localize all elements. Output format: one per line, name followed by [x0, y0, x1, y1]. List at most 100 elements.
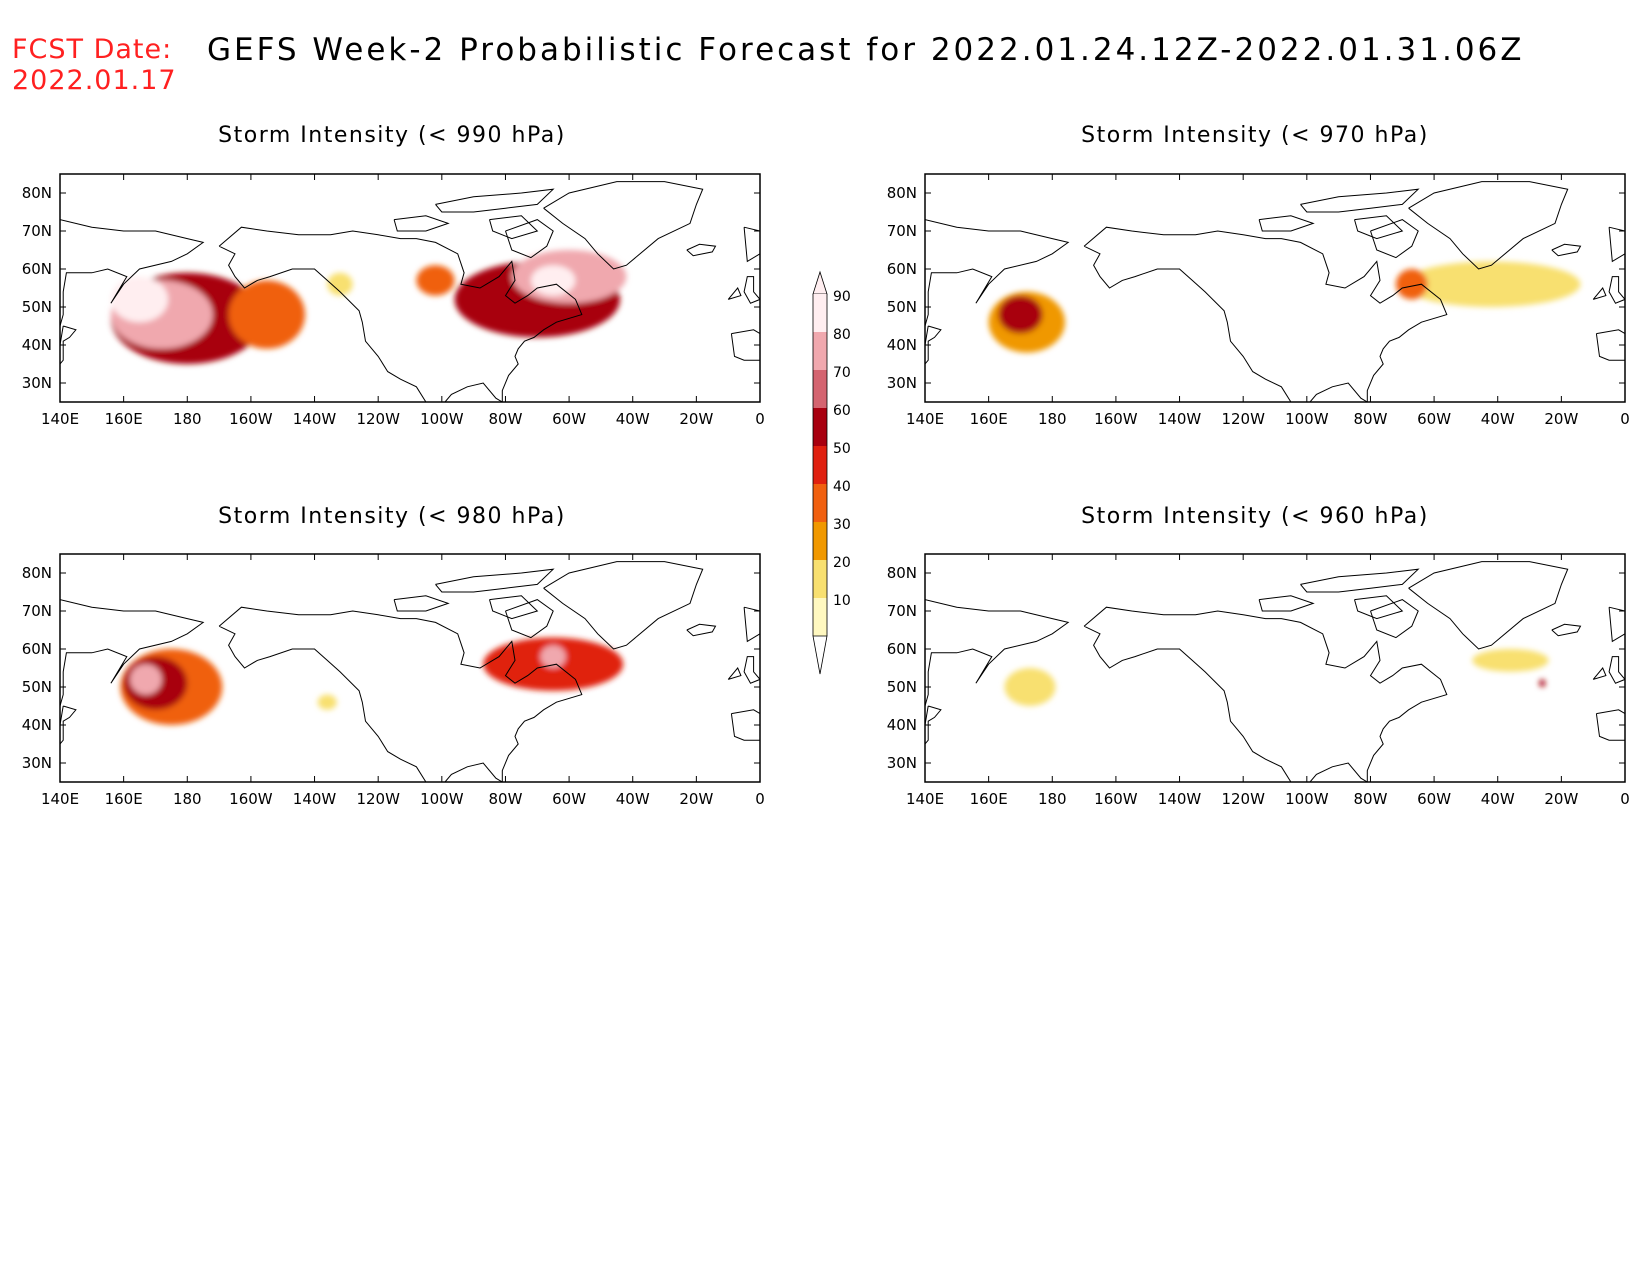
- lon-tick-label: 0: [755, 410, 765, 428]
- probability-region: [317, 694, 337, 710]
- probability-region: [1539, 679, 1546, 687]
- coastline: [1300, 568, 1420, 593]
- coastline: [1354, 595, 1404, 620]
- map-panel-960: 140E 160E 180 160W 140W 120W 100W 80W 60W 40W 20W 0…: [887, 553, 1630, 808]
- coastline: [1608, 606, 1625, 643]
- lon-tick-label: 40W: [616, 790, 650, 808]
- coastline: [1083, 226, 1448, 402]
- lon-tick-label: 0: [755, 790, 765, 808]
- lon-tick-label: 20W: [1544, 410, 1578, 428]
- probability-region: [327, 272, 353, 296]
- lon-tick-label: 20W: [1544, 790, 1578, 808]
- lat-tick-label: 70N: [887, 222, 917, 240]
- lon-tick-label: 180: [173, 790, 202, 808]
- coastline: [393, 595, 450, 612]
- lon-tick-label: 60W: [552, 790, 586, 808]
- lon-tick-label: 120W: [1221, 410, 1265, 428]
- panel-title-980: Storm Intensity (< 980 hPa): [218, 504, 566, 529]
- lon-tick-label: 180: [1038, 790, 1067, 808]
- lat-tick-label: 50N: [887, 678, 917, 696]
- coastline: [925, 325, 942, 365]
- lat-tick-label: 80N: [22, 564, 52, 582]
- coastline: [543, 561, 704, 650]
- lon-tick-label: 120W: [356, 790, 400, 808]
- lon-tick-label: 160W: [229, 790, 273, 808]
- coastline: [505, 599, 554, 639]
- coastline: [1595, 329, 1625, 361]
- map-panel-980: 140E 160E 180 160W 140W 120W 100W 80W 60W 40W 20W 0…: [22, 553, 765, 808]
- coastline: [743, 656, 760, 684]
- colorbar-top-arrow: [812, 270, 828, 295]
- lon-tick-label: 160E: [105, 790, 143, 808]
- coastline: [60, 599, 205, 707]
- coastline: [743, 226, 760, 263]
- coastline: [393, 215, 450, 232]
- coastline: [727, 287, 742, 300]
- lon-tick-label: 80W: [1353, 790, 1387, 808]
- colorbar-segment: [813, 446, 827, 484]
- lat-tick-label: 50N: [22, 298, 52, 316]
- lon-tick-label: 160W: [1094, 790, 1138, 808]
- lon-tick-label: 120W: [1221, 790, 1265, 808]
- colorbar-segment: [813, 408, 827, 446]
- page-title: GEFS Week-2 Probabilistic Forecast for 2…: [207, 32, 1525, 68]
- coastline: [1608, 276, 1625, 304]
- coastline: [1608, 656, 1625, 684]
- coastline: [505, 219, 554, 259]
- lon-tick-label: 20W: [679, 790, 713, 808]
- lon-tick-label: 100W: [1285, 410, 1329, 428]
- probability-region: [416, 265, 455, 296]
- lat-tick-label: 60N: [887, 640, 917, 658]
- colorbar-label: 60: [833, 403, 851, 419]
- colorbar-label: 40: [833, 479, 851, 495]
- colorbar-segment: [813, 370, 827, 408]
- lon-tick-label: 60W: [552, 410, 586, 428]
- map-panel-990: 140E 160E 180 160W 140W 120W 100W 80W 60W 40W 20W 0…: [22, 173, 765, 428]
- lon-tick-label: 160E: [970, 790, 1008, 808]
- colorbar-label: 90: [833, 289, 851, 305]
- probability-region: [998, 295, 1043, 334]
- coastline: [686, 243, 717, 257]
- lon-tick-label: 140E: [906, 410, 944, 428]
- lat-tick-label: 60N: [22, 640, 52, 658]
- colorbar-segment: [813, 560, 827, 598]
- lon-tick-label: 100W: [1285, 790, 1329, 808]
- lon-tick-label: 180: [173, 410, 202, 428]
- lon-tick-label: 40W: [1481, 790, 1515, 808]
- lon-tick-label: 60W: [1417, 790, 1451, 808]
- lon-tick-label: 160E: [105, 410, 143, 428]
- lon-tick-label: 0: [1620, 790, 1630, 808]
- probability-region: [1472, 649, 1549, 672]
- fcst-date-label: FCST Date:: [12, 34, 173, 65]
- panel-title-990: Storm Intensity (< 990 hPa): [218, 123, 566, 148]
- probability-region: [1395, 269, 1428, 300]
- map-panel-970: 140E 160E 180 160W 140W 120W 100W 80W 60W 40W 20W 0…: [887, 173, 1630, 428]
- colorbar-label: 10: [833, 593, 851, 609]
- probability-region: [1004, 668, 1056, 706]
- coastline: [1370, 219, 1419, 259]
- lon-tick-label: 140E: [906, 790, 944, 808]
- coastline: [60, 705, 77, 745]
- panel-title-970: Storm Intensity (< 970 hPa): [1081, 123, 1429, 148]
- colorbar-bottom-arrow: [812, 635, 828, 675]
- fcst-date-value: 2022.01.17: [12, 65, 177, 96]
- map-frame: [59, 553, 761, 783]
- coastline: [435, 568, 555, 593]
- coastline: [743, 606, 760, 643]
- panel-title-960: Storm Intensity (< 960 hPa): [1081, 504, 1429, 529]
- lat-tick-label: 60N: [22, 260, 52, 278]
- lon-tick-label: 80W: [1353, 410, 1387, 428]
- coastline: [1258, 215, 1315, 232]
- colorbar-segment: [813, 294, 827, 332]
- colorbar-segment: [813, 522, 827, 560]
- lat-tick-label: 70N: [22, 222, 52, 240]
- coastline: [1408, 561, 1569, 650]
- coastline: [1354, 215, 1404, 240]
- lat-tick-label: 80N: [887, 184, 917, 202]
- coastline: [1258, 595, 1315, 612]
- coastline: [925, 219, 1070, 327]
- lat-tick-label: 50N: [887, 298, 917, 316]
- lat-tick-label: 80N: [887, 564, 917, 582]
- coastline: [60, 325, 77, 365]
- lon-tick-label: 160E: [970, 410, 1008, 428]
